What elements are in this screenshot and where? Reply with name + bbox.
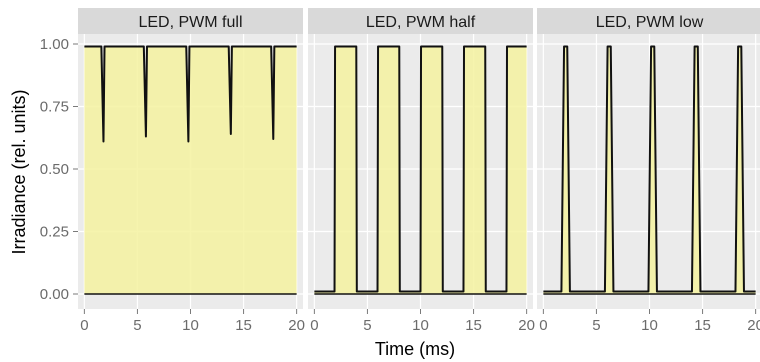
panel-2-title: LED, PWM half	[366, 14, 476, 31]
panel-1-x-tick-label-2: 10	[182, 317, 199, 334]
panel-1-x-tick-label-3: 15	[235, 317, 252, 334]
panel-3-x-tick-label-4: 20	[747, 317, 760, 334]
y-tick-label-4: 1.00	[40, 36, 69, 53]
panel-2-x-tick-label-1: 5	[363, 317, 371, 334]
panel-1-x-tick-label-0: 0	[80, 317, 88, 334]
panel-2-area	[314, 46, 527, 294]
panel-1: LED, PWM full 0 5 10 15 20 0.00 0.25 0.50 0.75 1.0…	[40, 8, 305, 334]
panel-1-x-tick-label-4: 20	[288, 317, 305, 334]
panel-3-title: LED, PWM low	[596, 14, 704, 31]
panel-3: LED, PWM low 0 5 10 15 20	[537, 8, 760, 334]
y-tick-label-2: 0.50	[40, 161, 69, 178]
panel-1-series-line	[84, 45, 297, 143]
panel-3-x-tick-label-0: 0	[539, 317, 547, 334]
panel-2-series-line	[314, 45, 527, 293]
x-axis-title: Time (ms)	[375, 339, 455, 359]
panel-3-series-line	[543, 45, 756, 293]
panel-2-x-tick-label-2: 10	[412, 317, 429, 334]
panel-1-x-tick-label-1: 5	[133, 317, 141, 334]
panel-3-x-tick-label-2: 10	[641, 317, 658, 334]
panel-2-strip	[308, 8, 533, 34]
panel-1-title: LED, PWM full	[138, 14, 242, 31]
y-axis-title: Irradiance (rel. units)	[9, 89, 29, 254]
panel-2: LED, PWM half 0 5 10 15 20	[308, 8, 535, 334]
panel-2-x-tick-label-3: 15	[465, 317, 482, 334]
y-tick-label-1: 0.25	[40, 224, 69, 241]
panel-2-x-tick-label-4: 20	[518, 317, 535, 334]
panel-3-x-tick-label-1: 5	[592, 317, 600, 334]
y-tick-label-0: 0.00	[40, 286, 69, 303]
panel-1-strip	[78, 8, 303, 34]
panel-3-strip	[537, 8, 760, 34]
panel-2-x-tick-label-0: 0	[310, 317, 318, 334]
y-tick-label-3: 0.75	[40, 99, 69, 116]
panel-1-area	[84, 46, 297, 294]
panel-3-x-tick-label-3: 15	[694, 317, 711, 334]
